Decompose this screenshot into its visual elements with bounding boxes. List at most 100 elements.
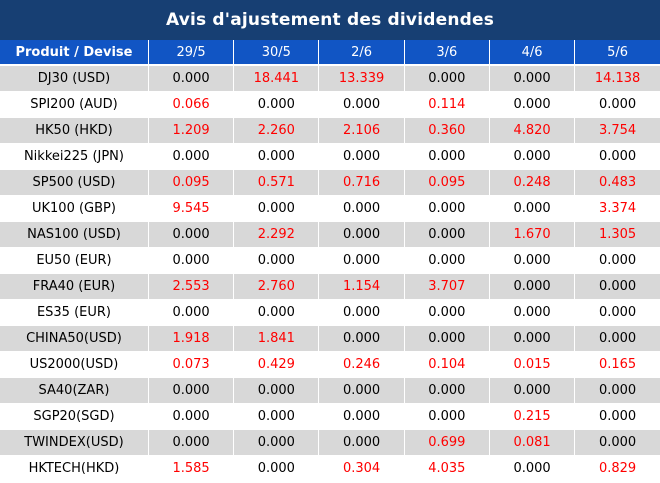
dividend-value-cell: 3.754 [574,117,660,144]
product-cell: DJ30 (USD) [0,65,149,92]
dividend-value-cell: 0.000 [233,195,319,222]
dividend-value-cell: 14.138 [574,65,660,92]
table-row: TWINDEX(USD) 0.000 0.000 0.000 0.699 0.081 0.0… [0,429,660,456]
dividend-value-cell: 0.000 [147,429,234,456]
table-row: SA40(ZAR) 0.000 0.000 0.000 0.000 0.000 0.000 [0,377,660,404]
dividend-value-cell: 0.000 [574,91,660,118]
dividend-value-cell: 2.760 [233,273,319,300]
table-row: DJ30 (USD) 0.000 18.441 13.339 0.000 0.000 14.… [0,65,660,92]
table-row: SPI200 (AUD) 0.066 0.000 0.000 0.114 0.000 0.0… [0,91,660,118]
table-row: SGP20(SGD) 0.000 0.000 0.000 0.000 0.215 0.000 [0,403,660,430]
product-cell: SPI200 (AUD) [0,91,149,118]
page-title: Avis d'ajustement des dividendes [0,0,660,40]
dividend-value-cell: 1.585 [147,455,234,482]
dividend-value-cell: 0.000 [403,247,490,274]
table-row: HK50 (HKD) 1.209 2.260 2.106 0.360 4.820 3.754 [0,117,660,144]
table-row: SP500 (USD) 0.095 0.571 0.716 0.095 0.248 0.48… [0,169,660,196]
dividend-value-cell: 0.000 [488,247,575,274]
dividend-value-cell: 1.918 [147,325,234,352]
table-header-row: Produit / Devise 29/5 30/5 2/6 3/6 4/6 5… [0,40,660,66]
dividend-value-cell: 0.073 [147,351,234,378]
dividend-value-cell: 0.215 [488,403,575,430]
dividend-value-cell: 2.106 [318,117,405,144]
dividend-value-cell: 0.000 [233,429,319,456]
dividend-value-cell: 0.000 [318,195,405,222]
dividend-value-cell: 0.000 [233,377,319,404]
dividend-value-cell: 0.000 [147,143,234,170]
dividend-value-cell: 0.000 [318,221,405,248]
dividend-value-cell: 0.000 [488,377,575,404]
product-cell: US2000(USD) [0,351,149,378]
dividend-value-cell: 0.360 [403,117,490,144]
dividend-value-cell: 0.000 [403,377,490,404]
dividend-value-cell: 0.483 [574,169,660,196]
table-row: EU50 (EUR) 0.000 0.000 0.000 0.000 0.000 0.000 [0,247,660,274]
dividend-value-cell: 0.000 [574,429,660,456]
dividend-value-cell: 0.000 [488,299,575,326]
product-cell: SA40(ZAR) [0,377,149,404]
dividend-table: Produit / Devise 29/5 30/5 2/6 3/6 4/6 5… [0,40,660,482]
dividend-value-cell: 0.000 [488,143,575,170]
dividend-value-cell: 0.000 [574,143,660,170]
dividend-value-cell: 0.246 [318,351,405,378]
column-header-date: 4/6 [488,40,575,66]
dividend-value-cell: 0.000 [403,65,490,92]
dividend-value-cell: 2.260 [233,117,319,144]
dividend-value-cell: 1.670 [488,221,575,248]
dividend-value-cell: 0.000 [233,455,319,482]
dividend-value-cell: 0.000 [318,377,405,404]
dividend-value-cell: 0.104 [403,351,490,378]
dividend-value-cell: 0.000 [233,143,319,170]
table-row: NAS100 (USD) 0.000 2.292 0.000 0.000 1.670 1.3… [0,221,660,248]
table-row: CHINA50(USD) 1.918 1.841 0.000 0.000 0.000 0.0… [0,325,660,352]
column-header-date: 5/6 [574,40,660,66]
table-row: US2000(USD) 0.073 0.429 0.246 0.104 0.015 0.16… [0,351,660,378]
dividend-value-cell: 1.209 [147,117,234,144]
dividend-value-cell: 0.000 [488,65,575,92]
dividend-value-cell: 0.114 [403,91,490,118]
dividend-value-cell: 1.154 [318,273,405,300]
dividend-value-cell: 0.000 [403,195,490,222]
product-cell: SGP20(SGD) [0,403,149,430]
dividend-value-cell: 0.000 [147,403,234,430]
dividend-value-cell: 0.429 [233,351,319,378]
dividend-value-cell: 13.339 [318,65,405,92]
dividend-value-cell: 0.066 [147,91,234,118]
dividend-value-cell: 0.000 [574,403,660,430]
dividend-value-cell: 0.000 [233,403,319,430]
dividend-value-cell: 0.000 [318,91,405,118]
product-cell: Nikkei225 (JPN) [0,143,149,170]
dividend-value-cell: 1.841 [233,325,319,352]
dividend-value-cell: 0.000 [403,299,490,326]
column-header-product: Produit / Devise [0,40,149,66]
dividend-value-cell: 0.000 [574,273,660,300]
dividend-value-cell: 3.707 [403,273,490,300]
product-cell: CHINA50(USD) [0,325,149,352]
dividend-value-cell: 18.441 [233,65,319,92]
dividend-value-cell: 0.000 [318,325,405,352]
dividend-value-cell: 0.000 [574,247,660,274]
product-cell: UK100 (GBP) [0,195,149,222]
dividend-value-cell: 0.000 [147,299,234,326]
dividend-value-cell: 0.081 [488,429,575,456]
dividend-value-cell: 4.820 [488,117,575,144]
dividend-value-cell: 0.716 [318,169,405,196]
column-header-date: 29/5 [147,40,234,66]
dividend-value-cell: 4.035 [403,455,490,482]
dividend-value-cell: 0.000 [318,143,405,170]
dividend-value-cell: 0.000 [403,325,490,352]
dividend-value-cell: 0.829 [574,455,660,482]
dividend-value-cell: 0.000 [403,221,490,248]
dividend-value-cell: 0.000 [403,403,490,430]
dividend-value-cell: 0.304 [318,455,405,482]
dividend-value-cell: 0.000 [318,247,405,274]
dividend-value-cell: 0.000 [318,403,405,430]
product-cell: HK50 (HKD) [0,117,149,144]
dividend-value-cell: 9.545 [147,195,234,222]
table-row: Nikkei225 (JPN) 0.000 0.000 0.000 0.000 0.000… [0,143,660,170]
dividend-value-cell: 0.571 [233,169,319,196]
dividend-value-cell: 2.553 [147,273,234,300]
table-row: UK100 (GBP) 9.545 0.000 0.000 0.000 0.000 3.37… [0,195,660,222]
dividend-value-cell: 0.165 [574,351,660,378]
